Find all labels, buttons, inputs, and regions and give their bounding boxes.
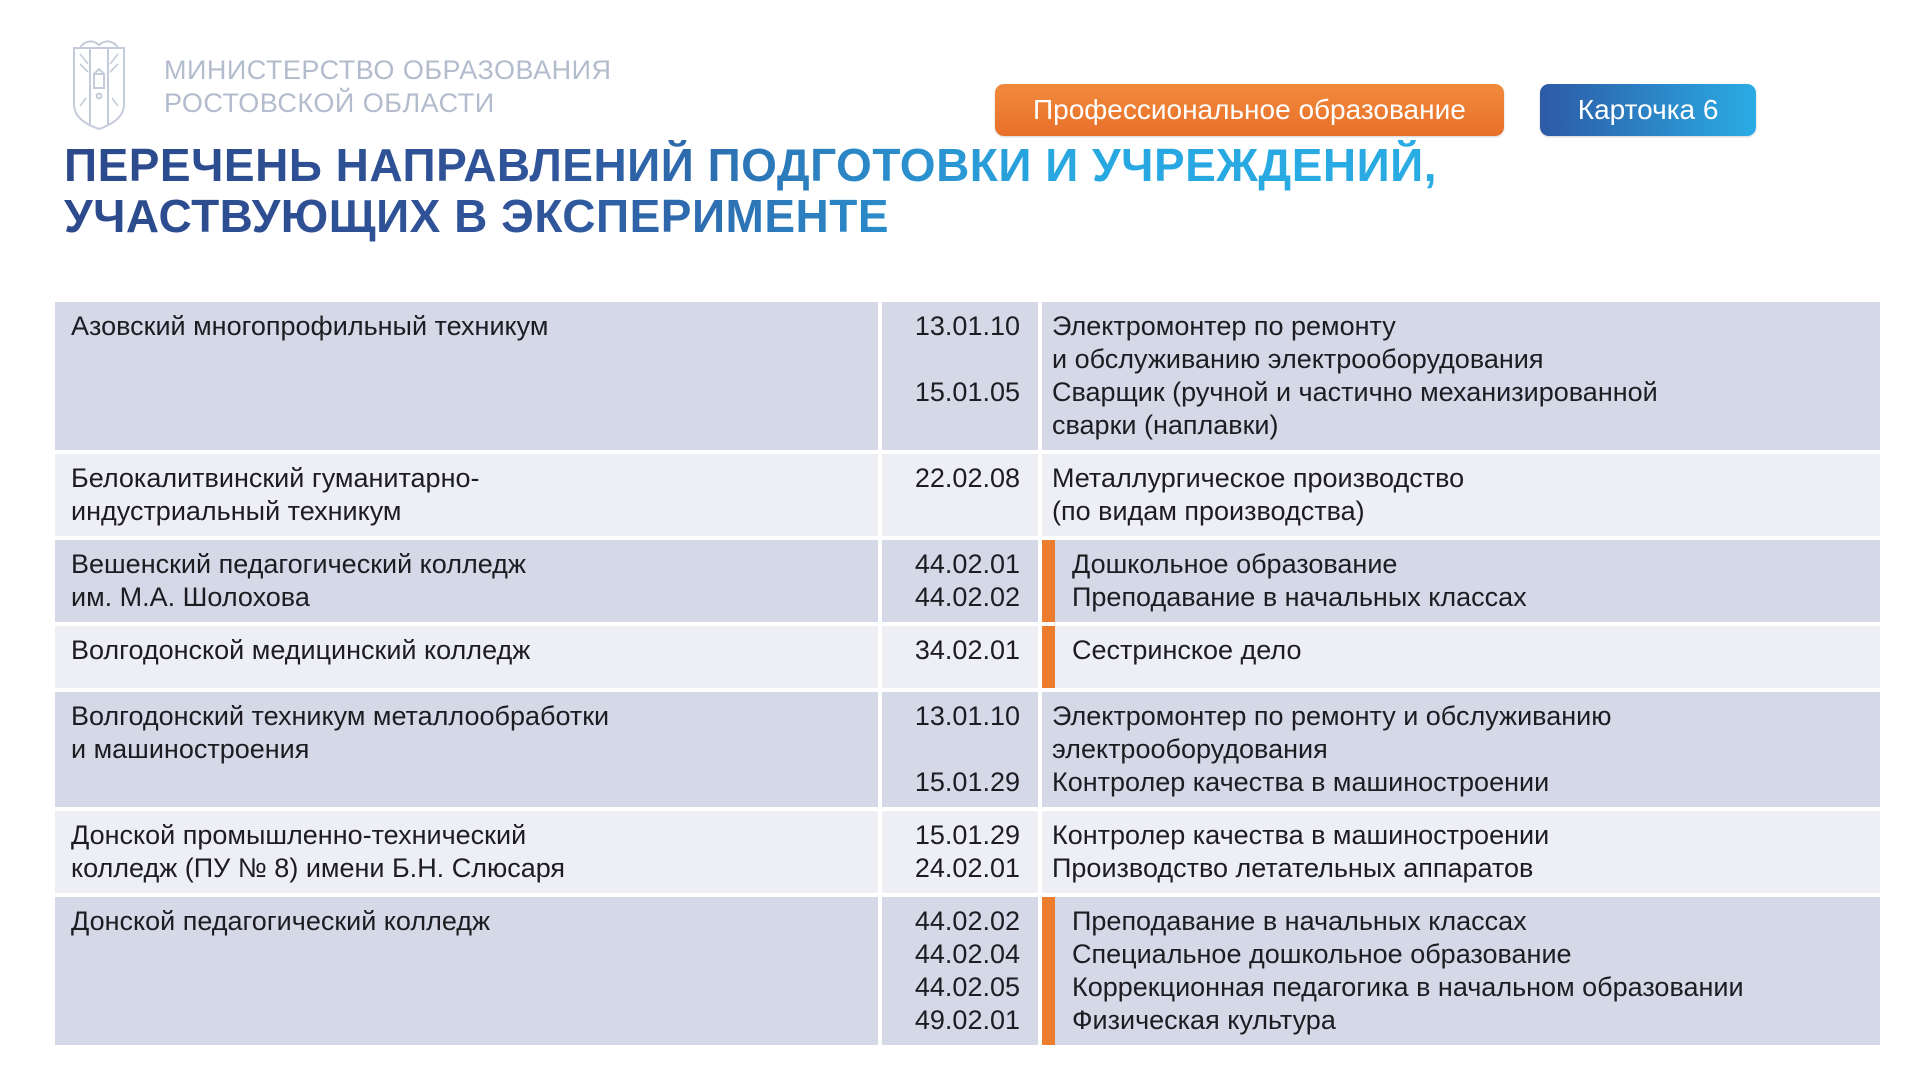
program-entry: 15.01.05 Сварщик (ручной и частично механ… bbox=[882, 376, 1880, 442]
programs-cell: 13.01.10 Электромонтер по ремонту и обслу… bbox=[882, 302, 1880, 450]
program-code: 13.01.10 bbox=[914, 701, 1020, 731]
column-divider bbox=[1038, 626, 1042, 688]
program-entries: 44.02.02 Преподавание в начальных классах… bbox=[882, 905, 1880, 1037]
program-entries: 22.02.08 Металлургическое производство (п… bbox=[882, 462, 1880, 528]
programs-cell: 44.02.02 Преподавание в начальных классах… bbox=[882, 897, 1880, 1045]
institution-name: Азовский многопрофильный техникум bbox=[55, 302, 878, 450]
program-entries: 13.01.10 Электромонтер по ремонту и обслу… bbox=[882, 310, 1880, 442]
program-entry: 13.01.10 Электромонтер по ремонту и обслу… bbox=[882, 700, 1880, 766]
program-name: Металлургическое производство (по видам … bbox=[1052, 463, 1465, 526]
column-divider bbox=[1038, 454, 1042, 536]
institution-name: Белокалитвинский гуманитарно- индустриал… bbox=[55, 454, 878, 536]
header-badges: Профессиональное образование Карточка 6 bbox=[995, 84, 1757, 136]
program-entry: 34.02.01 Сестринское дело bbox=[882, 634, 1880, 667]
program-entry: 22.02.08 Металлургическое производство (п… bbox=[882, 462, 1880, 528]
card-number-badge[interactable]: Карточка 6 bbox=[1539, 84, 1757, 136]
category-badge[interactable]: Профессиональное образование bbox=[995, 84, 1504, 136]
institution-name: Волгодонский техникум металлообработки и… bbox=[55, 692, 878, 807]
program-entry: 44.02.04 Специальное дошкольное образован… bbox=[882, 938, 1880, 971]
ministry-name: МИНИСТЕРСТВО ОБРАЗОВАНИЯ РОСТОВСКОЙ ОБЛА… bbox=[164, 54, 611, 120]
program-entries: 44.02.01 Дошкольное образование 44.02.02 Пр… bbox=[882, 548, 1880, 614]
program-entry: 44.02.05 Коррекционная педагогика в начал… bbox=[882, 971, 1880, 1004]
ministry-name-line2: РОСТОВСКОЙ ОБЛАСТИ bbox=[164, 88, 495, 118]
table-row: Азовский многопрофильный техникум 13.01.… bbox=[55, 302, 1880, 450]
program-name: Преподавание в начальных классах bbox=[1072, 906, 1527, 936]
program-code: 44.02.02 bbox=[914, 582, 1020, 612]
program-name: Коррекционная педагогика в начальном обр… bbox=[1072, 972, 1744, 1002]
column-divider bbox=[1038, 540, 1042, 622]
program-name: Сварщик (ручной и частично механизирован… bbox=[1052, 377, 1658, 440]
table-row: Волгодонской медицинский колледж 34.02.0… bbox=[55, 626, 1880, 688]
table-row: Белокалитвинский гуманитарно- индустриал… bbox=[55, 454, 1880, 536]
program-entry: 15.01.29 Контролер качества в машинострое… bbox=[882, 819, 1880, 852]
column-divider bbox=[1038, 897, 1042, 1045]
program-code: 24.02.01 bbox=[914, 853, 1020, 883]
program-name: Дошкольное образование bbox=[1072, 549, 1398, 579]
highlight-bar bbox=[1042, 626, 1055, 688]
institution-name: Донской педагогический колледж bbox=[55, 897, 878, 1045]
program-entry: 44.02.02 Преподавание в начальных классах bbox=[882, 581, 1880, 614]
column-divider bbox=[1038, 302, 1042, 450]
column-divider bbox=[1038, 811, 1042, 893]
institution-name: Донской промышленно-технический колледж … bbox=[55, 811, 878, 893]
ministry-brand: МИНИСТЕРСТВО ОБРАЗОВАНИЯ РОСТОВСКОЙ ОБЛА… bbox=[66, 40, 611, 132]
program-code: 13.01.10 bbox=[914, 311, 1020, 341]
program-name: Сестринское дело bbox=[1072, 635, 1302, 665]
program-code: 15.01.29 bbox=[914, 767, 1020, 797]
table-row: Вешенский педагогический колледж им. М.А… bbox=[55, 540, 1880, 622]
program-entries: 34.02.01 Сестринское дело bbox=[882, 634, 1880, 667]
institutions-table: Азовский многопрофильный техникум 13.01.… bbox=[55, 302, 1880, 1045]
column-divider bbox=[1038, 692, 1042, 807]
highlight-bar bbox=[1042, 540, 1055, 622]
program-name: Физическая культура bbox=[1072, 1005, 1336, 1035]
program-code: 44.02.01 bbox=[914, 549, 1020, 579]
institution-name: Волгодонской медицинский колледж bbox=[55, 626, 878, 688]
program-code: 34.02.01 bbox=[914, 635, 1020, 665]
program-entries: 13.01.10 Электромонтер по ремонту и обслу… bbox=[882, 700, 1880, 799]
table-row: Волгодонский техникум металлообработки и… bbox=[55, 692, 1880, 807]
program-code: 44.02.05 bbox=[914, 972, 1020, 1002]
program-code: 44.02.02 bbox=[914, 906, 1020, 936]
ministry-name-line1: МИНИСТЕРСТВО ОБРАЗОВАНИЯ bbox=[164, 55, 612, 85]
program-entry: 15.01.29 Контролер качества в машинострое… bbox=[882, 766, 1880, 799]
program-name: Преподавание в начальных классах bbox=[1072, 582, 1527, 612]
program-code: 15.01.05 bbox=[914, 377, 1020, 407]
page-title-line1: ПЕРЕЧЕНЬ НАПРАВЛЕНИЙ ПОДГОТОВКИ И УЧРЕЖД… bbox=[64, 139, 1438, 191]
program-code: 44.02.04 bbox=[914, 939, 1020, 969]
institution-name: Вешенский педагогический колледж им. М.А… bbox=[55, 540, 878, 622]
program-name: Специальное дошкольное образование bbox=[1072, 939, 1572, 969]
program-code: 15.01.29 bbox=[914, 820, 1020, 850]
program-entry: 49.02.01 Физическая культура bbox=[882, 1004, 1880, 1037]
program-code: 22.02.08 bbox=[914, 463, 1020, 493]
program-code: 49.02.01 bbox=[914, 1005, 1020, 1035]
program-entry: 24.02.01 Производство летательных аппарат… bbox=[882, 852, 1880, 885]
program-name: Электромонтер по ремонту и обслуживанию … bbox=[1052, 311, 1544, 374]
program-name: Контролер качества в машиностроении bbox=[1052, 767, 1550, 797]
program-entries: 15.01.29 Контролер качества в машинострое… bbox=[882, 819, 1880, 885]
coat-of-arms-icon bbox=[72, 40, 126, 131]
highlight-bar bbox=[1042, 897, 1055, 1045]
table-row: Донской промышленно-технический колледж … bbox=[55, 811, 1880, 893]
program-name: Контролер качества в машиностроении bbox=[1052, 820, 1550, 850]
programs-cell: 44.02.01 Дошкольное образование 44.02.02 Пр… bbox=[882, 540, 1880, 622]
program-entry: 13.01.10 Электромонтер по ремонту и обслу… bbox=[882, 310, 1880, 376]
program-name: Производство летательных аппаратов bbox=[1052, 853, 1534, 883]
program-entry: 44.02.02 Преподавание в начальных классах bbox=[882, 905, 1880, 938]
program-entry: 44.02.01 Дошкольное образование bbox=[882, 548, 1880, 581]
page-title-line2: УЧАСТВУЮЩИХ В ЭКСПЕРИМЕНТЕ bbox=[64, 190, 890, 242]
page-title: ПЕРЕЧЕНЬ НАПРАВЛЕНИЙ ПОДГОТОВКИ И УЧРЕЖД… bbox=[64, 140, 1437, 242]
programs-cell: 22.02.08 Металлургическое производство (п… bbox=[882, 454, 1880, 536]
table-row: Донской педагогический колледж 44.02.02 П… bbox=[55, 897, 1880, 1045]
programs-cell: 13.01.10 Электромонтер по ремонту и обслу… bbox=[882, 692, 1880, 807]
programs-cell: 34.02.01 Сестринское дело bbox=[882, 626, 1880, 688]
programs-cell: 15.01.29 Контролер качества в машинострое… bbox=[882, 811, 1880, 893]
program-name: Электромонтер по ремонту и обслуживанию … bbox=[1052, 701, 1612, 764]
